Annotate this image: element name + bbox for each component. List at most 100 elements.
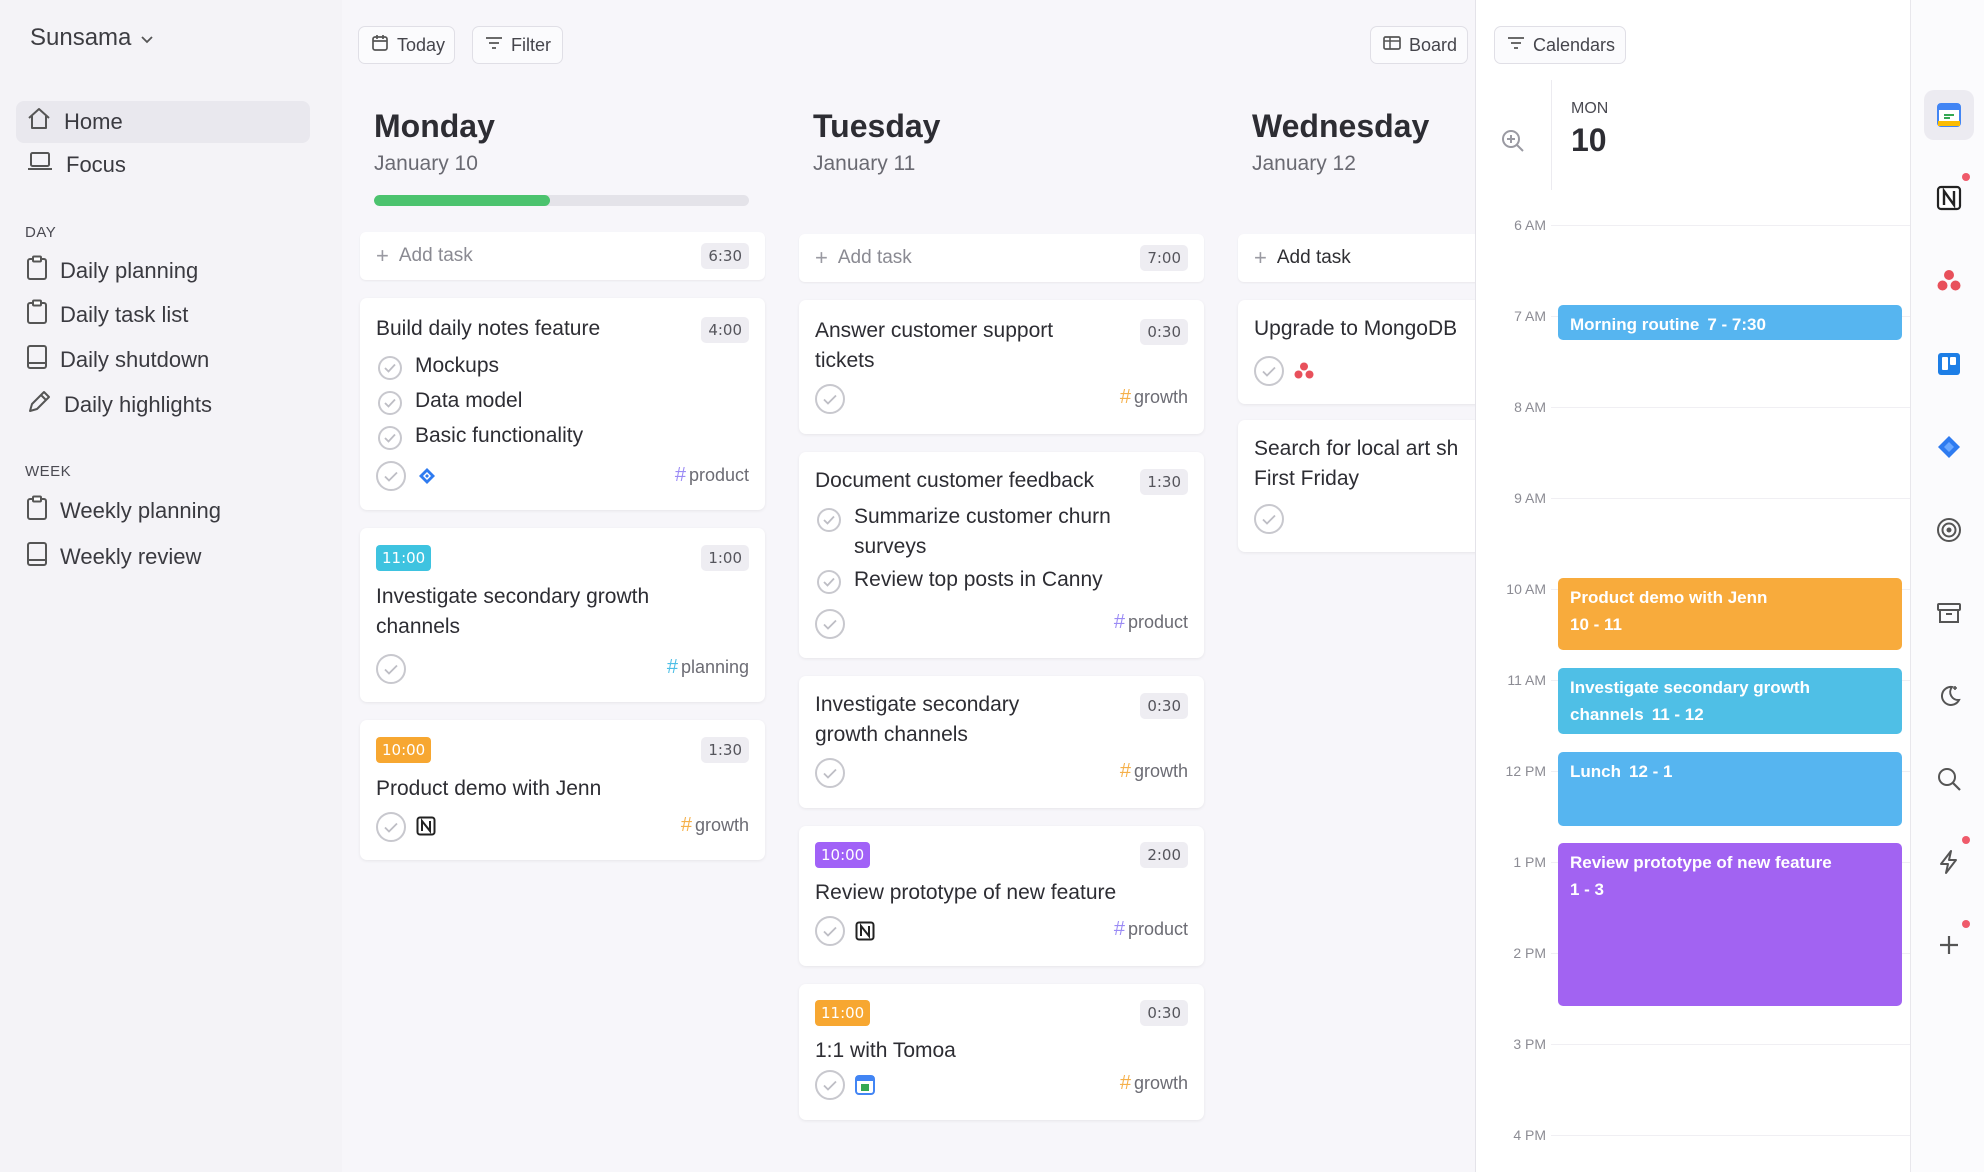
channel-tag[interactable]: # growth <box>1119 386 1188 408</box>
hour-gridline <box>1551 225 1910 226</box>
sidebar-item-weekly-planning[interactable]: Weekly planning <box>16 490 310 532</box>
subtask-checkbox[interactable] <box>378 426 402 450</box>
sidebar: Sunsama Home Focus DAY Daily planning Da… <box>0 0 342 1172</box>
asana-icon <box>1294 361 1314 386</box>
add-task-label: Add task <box>1276 247 1351 268</box>
add-task-button[interactable]: + Add task 6:30 <box>360 232 765 280</box>
task-card[interactable]: Search for local art sh First Friday <box>1238 420 1475 552</box>
moon-icon[interactable] <box>1924 671 1974 721</box>
google-calendar-icon <box>855 1075 875 1100</box>
calendar-event[interactable]: Product demo with Jenn 10 - 11 <box>1558 578 1902 650</box>
calendar-event[interactable]: Investigate secondary growth channels 11 -… <box>1558 668 1902 734</box>
sidebar-item-daily-task-list[interactable]: Daily task list <box>16 294 310 336</box>
task-complete-checkbox[interactable] <box>815 1070 845 1100</box>
add-task-button[interactable]: + Add task 7:00 <box>799 234 1204 282</box>
task-duration[interactable]: 1:00 <box>701 545 749 571</box>
task-card[interactable]: Upgrade to MongoDB <box>1238 300 1475 404</box>
scheduled-time-badge[interactable]: 11:00 <box>376 545 432 571</box>
scheduled-time-badge[interactable]: 11:00 <box>815 1000 871 1026</box>
task-complete-checkbox[interactable] <box>815 758 845 788</box>
task-duration[interactable]: 0:30 <box>1140 1000 1188 1026</box>
sidebar-item-label: Daily shutdown <box>60 347 210 372</box>
task-complete-checkbox[interactable] <box>815 609 845 639</box>
task-card[interactable]: 10:00 2:00 Review prototype of new featu… <box>799 826 1204 966</box>
task-card[interactable]: 10:00 1:30 Product demo with Jenn # growt… <box>360 720 765 860</box>
task-complete-checkbox[interactable] <box>1254 356 1284 386</box>
channel-tag[interactable]: # growth <box>1119 760 1188 782</box>
task-card[interactable]: 11:00 1:00 Investigate secondary growth … <box>360 528 765 702</box>
subtask-checkbox[interactable] <box>378 391 402 415</box>
calendar-event[interactable]: Lunch 12 - 1 <box>1558 752 1902 826</box>
subtask-checkbox[interactable] <box>817 570 841 594</box>
subtask-checkbox[interactable] <box>817 508 841 532</box>
task-complete-checkbox[interactable] <box>815 916 845 946</box>
subtask-checkbox[interactable] <box>378 356 402 380</box>
sidebar-item-focus[interactable]: Focus <box>16 144 310 186</box>
task-complete-checkbox[interactable] <box>376 812 406 842</box>
task-title: Answer customer support tickets <box>815 316 1053 376</box>
task-duration[interactable]: 2:00 <box>1140 842 1188 868</box>
day-name: Tuesday <box>813 108 941 144</box>
add-task-button[interactable]: + Add task <box>1238 234 1475 282</box>
sidebar-item-home[interactable]: Home <box>16 101 310 143</box>
task-card[interactable]: Answer customer support tickets 0:30 # gr… <box>799 300 1204 434</box>
sidebar-item-daily-highlights[interactable]: Daily highlights <box>16 384 310 426</box>
task-title-line: growth channels <box>815 723 968 746</box>
calendar-event[interactable]: Review prototype of new feature 1 - 3 <box>1558 843 1902 1006</box>
target-icon[interactable] <box>1924 505 1974 555</box>
task-complete-checkbox[interactable] <box>1254 504 1284 534</box>
task-duration[interactable]: 0:30 <box>1140 319 1188 345</box>
board-icon <box>1383 35 1401 56</box>
task-duration[interactable]: 0:30 <box>1140 693 1188 719</box>
sidebar-item-weekly-review[interactable]: Weekly review <box>16 536 310 578</box>
scheduled-time-badge[interactable]: 10:00 <box>376 737 432 763</box>
tag-label: growth <box>694 815 749 835</box>
task-card[interactable]: Build daily notes feature 4:00 Mockups D… <box>360 298 765 510</box>
task-duration[interactable]: 1:30 <box>701 737 749 763</box>
jira-icon[interactable] <box>1924 422 1974 472</box>
board-view-button[interactable]: Board <box>1370 26 1468 64</box>
plus-icon[interactable] <box>1924 920 1974 970</box>
asana-icon[interactable] <box>1924 256 1974 306</box>
task-duration[interactable]: 1:30 <box>1140 469 1188 495</box>
google-calendar-icon[interactable] <box>1924 90 1974 140</box>
channel-tag[interactable]: # product <box>674 464 749 486</box>
search-icon[interactable] <box>1924 754 1974 804</box>
channel-tag[interactable]: # growth <box>680 814 749 836</box>
task-card[interactable]: Document customer feedback 1:30 Summariz… <box>799 452 1204 658</box>
task-complete-checkbox[interactable] <box>376 461 406 491</box>
workspace-switcher[interactable]: Sunsama <box>30 24 154 52</box>
notification-dot <box>1962 836 1970 844</box>
sidebar-item-daily-planning[interactable]: Daily planning <box>16 250 310 292</box>
channel-tag[interactable]: # growth <box>1119 1072 1188 1094</box>
channel-tag[interactable]: # product <box>1113 611 1188 633</box>
tag-label: product <box>1127 919 1188 939</box>
sidebar-item-daily-shutdown[interactable]: Daily shutdown <box>16 339 310 381</box>
task-card[interactable]: Investigate secondary growth channels 0:… <box>799 676 1204 808</box>
notion-icon[interactable] <box>1924 173 1974 223</box>
scheduled-time-badge[interactable]: 10:00 <box>815 842 871 868</box>
calendar-event[interactable]: Morning routine 7 - 7:30 <box>1558 305 1902 340</box>
tag-label: growth <box>1133 1073 1188 1093</box>
calendars-button[interactable]: Calendars <box>1494 26 1626 64</box>
day-column-wednesday: Wednesday January 12 + Add task Upgrade … <box>1220 0 1475 1172</box>
task-card[interactable]: 11:00 0:30 1:1 with Tomoa # growth <box>799 984 1204 1120</box>
integrations-rail <box>1910 0 1984 1172</box>
sidebar-item-label: Focus <box>66 152 126 177</box>
task-duration[interactable]: 4:00 <box>701 317 749 343</box>
task-title-line: Search for local art sh <box>1254 437 1459 460</box>
task-title: Investigate secondary growth channels <box>815 690 1019 750</box>
add-task-label: Add task <box>398 245 473 266</box>
task-complete-checkbox[interactable] <box>376 654 406 684</box>
zoom-in-icon[interactable] <box>1500 128 1526 159</box>
archive-icon[interactable] <box>1924 588 1974 638</box>
bolt-icon[interactable] <box>1924 837 1974 887</box>
task-complete-checkbox[interactable] <box>815 384 845 414</box>
channel-tag[interactable]: # planning <box>666 656 749 678</box>
notification-dot <box>1962 920 1970 928</box>
channel-tag[interactable]: # product <box>1113 918 1188 940</box>
filter-button[interactable]: Filter <box>472 26 563 64</box>
today-button[interactable]: Today <box>358 26 455 64</box>
trello-icon[interactable] <box>1924 339 1974 389</box>
task-title-line: Investigate secondary growth <box>376 585 650 608</box>
